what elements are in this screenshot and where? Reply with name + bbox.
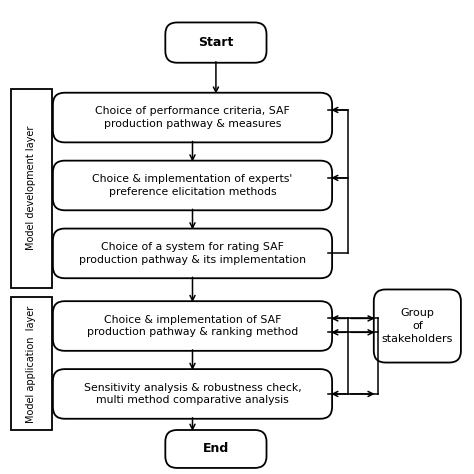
FancyBboxPatch shape <box>53 228 332 278</box>
Text: Sensitivity analysis & robustness check,
multi method comparative analysis: Sensitivity analysis & robustness check,… <box>83 383 301 405</box>
FancyBboxPatch shape <box>11 297 52 430</box>
Text: Choice & implementation of SAF
production pathway & ranking method: Choice & implementation of SAF productio… <box>87 315 298 337</box>
FancyBboxPatch shape <box>53 93 332 142</box>
Text: Choice of performance criteria, SAF
production pathway & measures: Choice of performance criteria, SAF prod… <box>95 106 290 129</box>
Text: Model application  layer: Model application layer <box>27 305 36 423</box>
FancyBboxPatch shape <box>53 369 332 419</box>
Text: Start: Start <box>198 36 234 49</box>
Text: End: End <box>203 442 229 456</box>
FancyBboxPatch shape <box>165 22 266 63</box>
FancyBboxPatch shape <box>374 290 461 363</box>
FancyBboxPatch shape <box>165 430 266 468</box>
Text: Choice & implementation of experts'
preference elicitation methods: Choice & implementation of experts' pref… <box>92 174 292 197</box>
FancyBboxPatch shape <box>53 301 332 351</box>
Text: Group
of
stakeholders: Group of stakeholders <box>382 308 453 344</box>
Text: Choice of a system for rating SAF
production pathway & its implementation: Choice of a system for rating SAF produc… <box>79 242 306 265</box>
FancyBboxPatch shape <box>53 161 332 210</box>
Text: Model development layer: Model development layer <box>27 126 36 250</box>
FancyBboxPatch shape <box>11 89 52 288</box>
